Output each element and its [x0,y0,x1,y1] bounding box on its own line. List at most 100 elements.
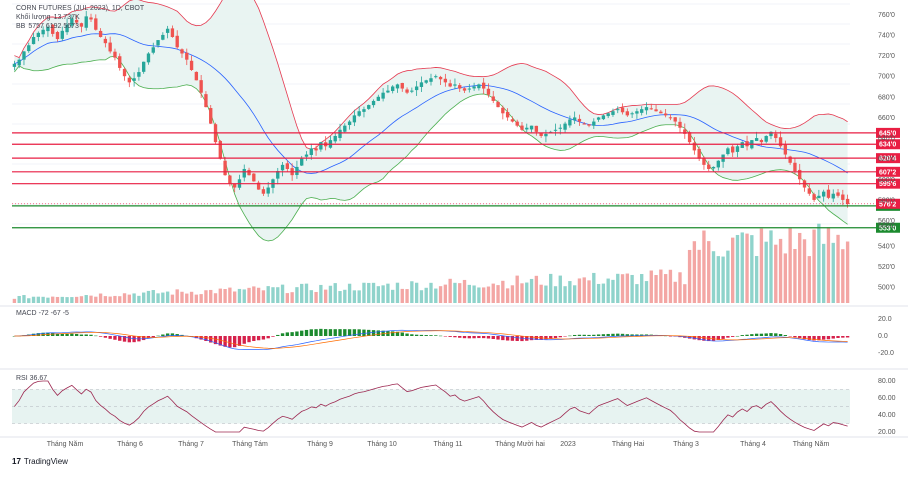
price-tick-label: 740'0 [878,32,895,39]
symbol-title: CORN FUTURES (JUL 2023), 1D, CBOT [16,5,147,12]
macd-hist-bar [405,333,409,336]
candle-body [367,105,371,109]
macd-hist-bar [79,334,84,336]
candle-body [572,117,577,121]
volume-bar [434,288,438,303]
macd-hist-bar [232,336,237,348]
volume-bar [386,283,390,303]
volume-bar [142,292,146,303]
volume-bar [649,270,653,303]
candle-body [17,59,21,66]
macd-hist-bar [491,336,495,339]
macd-hist-bar [735,335,740,337]
volume-bar [304,283,309,303]
macd-hist-bar [65,333,69,336]
candle-body [371,100,376,106]
volume-bar [46,297,50,303]
volume-bar [448,278,452,303]
candle-body [534,125,539,132]
candle-body [735,146,740,152]
macd-pane [12,328,850,350]
candle-body [606,113,610,117]
volume-bar [754,256,759,303]
candle-body [218,140,222,159]
macd-hist-bar [89,334,93,336]
volume-bar [477,287,481,303]
month-tick-label: Tháng Mười hai [495,441,545,448]
macd-hist-bar [74,333,79,336]
bb-label: BB [16,23,26,30]
macd-hist-bar [228,336,232,348]
candle-body [472,86,476,89]
volume-bar [84,295,88,303]
volume-bar [783,253,788,303]
candle-body [103,38,108,44]
candle-body [31,36,36,45]
macd-hist-bar [376,330,381,336]
level-label: 634'0 [879,142,896,149]
macd-hist-bar [462,336,467,339]
volume-bar [802,239,807,303]
candlestick-series [12,10,850,208]
candle-body [807,188,811,194]
month-tick-label: Tháng Tám [232,441,268,448]
macd-hist-bar [156,335,160,337]
macd-hist-bar [429,335,433,336]
macd-line [14,329,848,350]
volume-bar [486,286,491,303]
volume-bar [55,296,60,303]
macd-hist-bar [333,329,337,336]
macd-hist-bar [716,336,720,341]
macd-hist-bar [175,334,179,336]
volume-bar [831,242,835,303]
candle-body [644,107,649,111]
volume-bar [481,287,486,303]
candle-body [553,129,558,131]
candle-body [731,146,735,153]
macd-hist-bar [616,333,620,336]
macd-hist-bar [323,329,328,336]
volume-bar [319,284,323,303]
volume-bar [735,234,740,303]
volume-bar [194,294,199,303]
macd-hist-bar [371,330,376,336]
month-tick-label: Tháng 11 [433,441,462,448]
candle-body [280,164,285,171]
candle-body [295,166,299,175]
month-tick-label: Tháng Năm [793,441,830,448]
volume-bar [716,256,720,303]
tradingview-logo[interactable]: 17 TradingView [12,457,68,466]
volume-tick-label: 540'0 [878,244,895,251]
volume-bar [726,250,730,303]
candle-body [46,26,50,32]
level-tag [876,222,900,233]
macd-hist-bar [142,336,146,341]
macd-hist-bar [271,336,275,337]
macd-hist-bar [448,336,452,337]
volume-bar [644,281,649,303]
candle-body [592,121,596,126]
macd-hist-bar [515,336,519,341]
macd-hist-bar [496,336,500,340]
volume-bar [491,283,495,303]
macd-hist-bar [209,336,213,343]
candle-body [414,86,419,91]
macd-hist-bar [357,329,361,336]
candle-body [673,117,677,122]
level-label: 607'2 [879,169,896,176]
candle-body [438,76,443,80]
volume-bar [108,296,112,303]
macd-hist-bar [300,330,304,336]
volume-bar [515,275,519,303]
macd-tick-label: -20.0 [878,350,894,357]
candle-body [707,164,711,169]
candle-body [51,24,55,34]
volume-bar [300,283,304,303]
volume-bar [175,289,179,303]
volume-bar [778,238,783,303]
macd-hist-bar [802,336,807,340]
macd-hist-bar [529,336,534,341]
bb-fill [14,0,848,241]
macd-hist-bar [41,332,45,336]
